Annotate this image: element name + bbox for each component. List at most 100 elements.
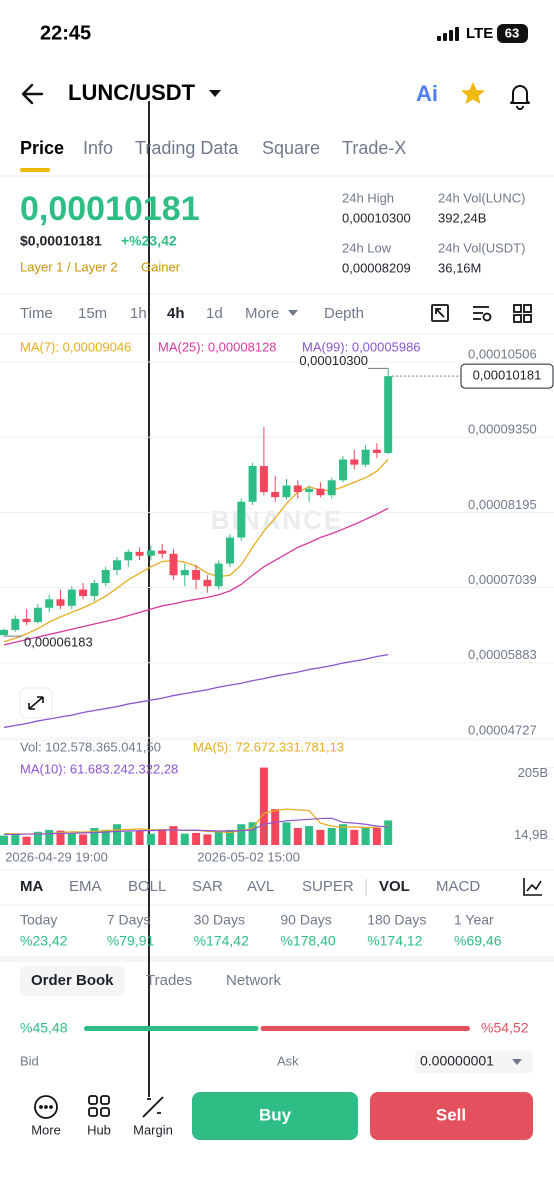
candle-body [305, 488, 314, 492]
indicator-tab[interactable]: SAR [192, 878, 223, 895]
interval[interactable]: 1d [206, 305, 223, 322]
nav-label[interactable]: More [31, 1122, 61, 1137]
sell-label[interactable]: Sell [436, 1105, 466, 1124]
stat-value: 0,00008209 [342, 260, 411, 275]
precision-select[interactable] [415, 1051, 533, 1073]
last-price-box [460, 363, 554, 389]
ai-button[interactable]: Ai [416, 81, 438, 106]
candle-body [11, 618, 20, 630]
volume-tick-label: 14,9B [514, 827, 548, 842]
back-button[interactable] [21, 83, 44, 105]
tab[interactable]: Price [20, 138, 64, 158]
indicator-tab[interactable]: SUPER [302, 878, 354, 895]
battery-level: 63 [505, 25, 519, 40]
volume-tick-label: 205B [518, 765, 548, 780]
interval[interactable]: 15m [78, 305, 107, 322]
candle-body [33, 607, 42, 623]
order-tab[interactable]: Network [226, 972, 282, 989]
candle-body [45, 599, 54, 608]
more-dropdown[interactable] [288, 310, 298, 316]
indicator-tab[interactable]: EMA [69, 878, 102, 895]
volume-bar [124, 831, 133, 845]
indicator-settings[interactable] [523, 878, 542, 896]
period-label: Today [20, 912, 57, 928]
clock: 22:45 [40, 22, 91, 44]
tab[interactable]: Trade-X [342, 138, 406, 158]
tab[interactable]: Trading Data [135, 138, 239, 158]
candle-body [124, 551, 133, 561]
interval[interactable]: 1h [130, 305, 147, 322]
indicator-tab[interactable]: MA [20, 878, 43, 895]
volume-bar [282, 822, 291, 845]
candle-body [56, 599, 65, 606]
candle-body [361, 449, 370, 465]
indicator-tab[interactable]: VOL [379, 878, 410, 895]
ask-label: Ask [277, 1053, 299, 1068]
volume-bar [203, 834, 212, 845]
volume-bar [146, 833, 155, 845]
favorite-star[interactable] [461, 82, 485, 104]
order-tab[interactable]: Trades [146, 972, 192, 989]
candle-body [226, 537, 234, 564]
stat-value: 36,16M [438, 260, 481, 275]
precision-dropdown [512, 1059, 522, 1065]
interval[interactable]: Time [20, 305, 53, 322]
volume-bar [101, 829, 110, 845]
volume-bar [237, 824, 246, 845]
indicator-tab[interactable]: AVL [247, 878, 274, 895]
pair-title[interactable]: LUNC/USDT [68, 80, 196, 105]
watermark: BINANCE [211, 505, 343, 535]
bell-icon[interactable] [510, 85, 530, 110]
candle-body [237, 501, 246, 538]
tab[interactable]: Info [83, 138, 113, 158]
tag: Gainer [141, 259, 181, 274]
chart-tools[interactable] [431, 304, 532, 323]
candle-body [113, 560, 121, 571]
bottom-icons[interactable] [34, 101, 164, 1119]
buy-button[interactable] [192, 1092, 358, 1140]
candle-body [259, 465, 268, 492]
price-change: +%23,42 [121, 233, 177, 249]
indicator-tab[interactable]: BOLL [128, 878, 166, 895]
stat-label: 24h Low [342, 240, 392, 255]
section-gap [0, 956, 554, 962]
candle-body [101, 570, 110, 584]
volume-bar [45, 829, 54, 845]
tab[interactable]: Square [262, 138, 320, 158]
stat-label: 24h High [342, 190, 394, 205]
order-tab[interactable]: Order Book [31, 972, 114, 989]
volume-bar [316, 829, 325, 845]
volume-bar [135, 830, 144, 845]
volume-legend: MA(5): 72.672.331.781,13 [193, 739, 344, 754]
candle-body [248, 465, 257, 502]
volume-legend: Vol: 102.578.365.041,50 [20, 739, 161, 754]
indicator-tab[interactable]: MACD [436, 878, 480, 895]
candle-body [180, 570, 189, 576]
volume-bar [67, 833, 76, 845]
y-tick-label: 0,00007039 [468, 572, 537, 587]
volume-bar [79, 834, 88, 845]
stat-value: 0,00010300 [342, 210, 411, 225]
network: LTE [466, 25, 493, 42]
x-tick-label: 2026-05-02 15:00 [197, 849, 300, 864]
nav-label[interactable]: Hub [87, 1122, 111, 1137]
stat-label: 24h Vol(USDT) [438, 240, 525, 255]
interval[interactable]: Depth [324, 305, 364, 322]
volume-bar [180, 833, 189, 845]
nav-label[interactable]: Margin [133, 1122, 173, 1137]
interval[interactable]: More [245, 305, 279, 322]
candle-body [293, 485, 302, 492]
sell-button[interactable] [370, 1092, 533, 1140]
legend-entry: MA(7): 0,00009046 [20, 339, 131, 354]
volume-bar [271, 809, 280, 845]
bid-ratio-label: %45,48 [20, 1020, 68, 1036]
candle-body [316, 488, 325, 496]
buy-label[interactable]: Buy [259, 1105, 292, 1124]
candle-body [214, 563, 223, 587]
interval[interactable]: 4h [167, 305, 185, 322]
volume-legend: MA(10): 61.683.242.322,28 [20, 761, 178, 776]
pair-dropdown[interactable] [209, 90, 221, 97]
